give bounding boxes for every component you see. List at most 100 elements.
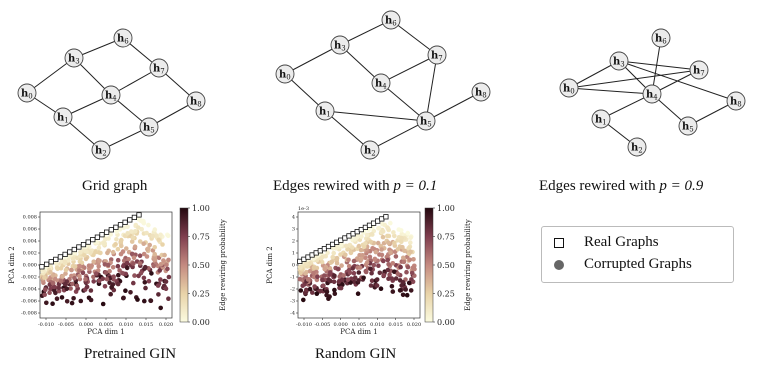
colorbar-tick-label: 0.00 xyxy=(437,318,455,327)
colorbar-tick-label: 0.75 xyxy=(192,233,210,242)
corrupted-point xyxy=(143,285,148,291)
corrupted-point xyxy=(50,280,56,286)
corrupted-point xyxy=(152,255,158,260)
corrupted-point xyxy=(120,270,125,276)
real-graph-point xyxy=(117,222,124,228)
x-tick-label: 0.020 xyxy=(159,322,173,328)
y-tick-label: -0.006 xyxy=(21,299,37,305)
corrupted-point xyxy=(346,257,351,263)
y-scale-note: 1e-3 xyxy=(298,206,309,212)
corrupted-point xyxy=(355,234,360,239)
corrupted-point xyxy=(115,263,121,269)
corrupted-point xyxy=(119,237,124,243)
corrupted-point xyxy=(96,263,101,269)
corrupted-point xyxy=(108,291,113,297)
corrupted-point xyxy=(63,267,69,273)
corrupted-point xyxy=(50,273,56,278)
real-graph-point xyxy=(39,264,45,270)
corrupted-point xyxy=(370,246,375,251)
corrupted-point xyxy=(150,233,156,239)
corrupted-point xyxy=(350,266,356,271)
corrupted-point xyxy=(311,270,316,276)
real-graph-point xyxy=(85,239,91,245)
corrupted-point xyxy=(91,259,96,265)
corrupted-point xyxy=(328,270,333,275)
y-tick-label: -3 xyxy=(290,299,295,305)
corrupted-point xyxy=(369,278,375,284)
corrupted-point xyxy=(151,263,156,269)
corrupted-point xyxy=(149,271,154,276)
graph-edge xyxy=(380,82,427,122)
corrupted-point xyxy=(350,245,355,250)
corrupted-point xyxy=(300,283,306,289)
graph-node: h8 xyxy=(186,91,206,111)
colorbar-tick-label: 0.50 xyxy=(192,261,210,270)
corrupted-point xyxy=(62,281,68,287)
graph-node: h4 xyxy=(371,73,391,93)
corrupted-point xyxy=(339,263,344,268)
corrupted-point xyxy=(83,277,88,282)
corrupted-point xyxy=(381,258,386,264)
corrupted-point xyxy=(402,248,407,253)
real-graph-point xyxy=(104,229,110,235)
colorbar-tick-label: 1.00 xyxy=(192,204,210,213)
corrupted-point xyxy=(125,224,130,230)
corrupted-point xyxy=(154,233,159,238)
graph-node: h5 xyxy=(416,111,436,131)
corrupted-point xyxy=(74,283,80,289)
corrupted-point xyxy=(68,286,73,291)
corrupted-point xyxy=(44,300,49,306)
y-tick-label: -0.002 xyxy=(21,275,37,281)
graph-node: h8 xyxy=(726,91,746,111)
corrupted-point xyxy=(124,246,129,251)
corrupted-point xyxy=(400,244,405,250)
corrupted-point xyxy=(135,297,140,302)
corrupted-point xyxy=(129,229,134,234)
corrupted-point xyxy=(359,256,364,262)
real-graph-point xyxy=(94,234,100,240)
corrupted-point xyxy=(343,243,349,249)
corrupted-point xyxy=(368,283,374,288)
corrupted-point xyxy=(386,276,391,282)
corrupted-point xyxy=(111,274,116,280)
x-tick-label: -0.005 xyxy=(314,322,330,328)
corrupted-point xyxy=(393,254,399,259)
real-graph-point xyxy=(57,254,64,260)
corrupted-point xyxy=(363,241,368,246)
corrupted-point xyxy=(70,256,76,262)
corrupted-point xyxy=(407,257,413,263)
x-tick-label: 0.005 xyxy=(99,322,113,328)
corrupted-point xyxy=(385,257,391,263)
corrupted-point xyxy=(388,220,393,226)
corrupted-point xyxy=(53,261,59,266)
corrupted-point xyxy=(143,264,148,270)
corrupted-point xyxy=(53,276,58,282)
corrupted-point xyxy=(392,269,397,275)
corrupted-point xyxy=(332,291,338,297)
corrupted-point xyxy=(100,301,106,307)
corrupted-point xyxy=(147,242,152,248)
x-tick-label: -0.010 xyxy=(38,322,54,328)
corrupted-point xyxy=(124,260,130,266)
legend-label-corrupted: Corrupted Graphs xyxy=(584,256,692,272)
corrupted-point xyxy=(298,265,303,270)
node-label: h8 xyxy=(190,97,202,109)
corrupted-point xyxy=(158,305,163,311)
corrupted-point xyxy=(393,276,399,281)
corrupted-point xyxy=(113,242,118,247)
corrupted-point xyxy=(83,256,89,262)
corrupted-point xyxy=(356,270,362,275)
node-label: h8 xyxy=(475,88,487,100)
corrupted-point xyxy=(146,246,151,251)
corrupted-point xyxy=(166,296,171,302)
corrupted-point xyxy=(326,277,332,283)
graph-node: h3 xyxy=(609,51,629,71)
graph-node: h7 xyxy=(149,58,169,78)
pretrained-gin-title: Pretrained GIN xyxy=(84,346,176,362)
y-tick-label: -2 xyxy=(290,287,295,293)
graph-edge xyxy=(568,60,620,89)
corrupted-point xyxy=(114,237,119,242)
corrupted-point xyxy=(97,258,102,264)
corrupted-point xyxy=(124,265,130,271)
corrupted-point xyxy=(371,262,377,268)
